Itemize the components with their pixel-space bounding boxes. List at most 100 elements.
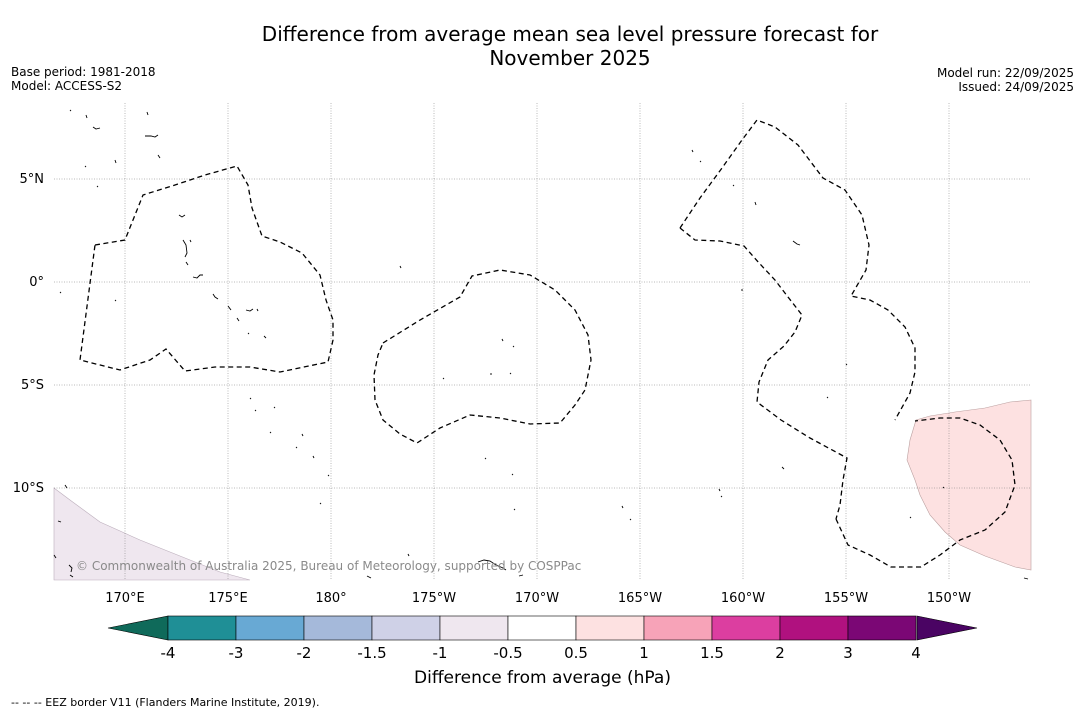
island <box>114 159 117 164</box>
colorbar-bin <box>303 615 373 641</box>
eez-legend-note: -- -- -- EEZ border V11 (Flanders Marine… <box>11 696 320 709</box>
lat-label-5n: 5°N <box>20 172 45 187</box>
island <box>249 397 252 400</box>
island <box>699 160 702 163</box>
island <box>59 291 62 294</box>
colorbar-bin <box>575 615 645 641</box>
island <box>145 134 159 138</box>
island <box>178 214 186 218</box>
island <box>826 396 829 399</box>
island <box>691 149 694 153</box>
island <box>69 109 72 112</box>
island <box>273 406 276 409</box>
lon-label-170e: 170°E <box>105 591 145 606</box>
lon-label-170w: 170°W <box>515 591 559 606</box>
island <box>245 308 254 312</box>
lat-label-5s: 5°S <box>21 378 44 393</box>
island <box>909 516 912 519</box>
map-title: Difference from average mean sea level p… <box>0 22 1085 70</box>
island <box>792 240 801 246</box>
island <box>247 332 250 335</box>
eez-border-kiribati-line-islands <box>679 119 916 421</box>
colorbar-bin <box>507 615 577 641</box>
island <box>1023 577 1029 580</box>
colorbar-tick-label: -1 <box>432 644 448 662</box>
island <box>509 372 512 375</box>
lon-label-155w: 155°W <box>824 591 868 606</box>
colorbar-bin <box>167 615 237 641</box>
island <box>146 111 149 116</box>
eez-border-tokelau <box>373 269 592 444</box>
island <box>185 261 189 266</box>
island <box>92 126 101 130</box>
island <box>312 455 315 459</box>
map-title-line1: Difference from average mean sea level p… <box>261 22 879 46</box>
colorbar-tick-label: 1.5 <box>700 644 724 662</box>
lon-label-175w: 175°W <box>412 591 456 606</box>
island <box>511 473 514 476</box>
island <box>477 559 507 571</box>
island <box>69 574 74 578</box>
island <box>227 305 232 311</box>
colorbar-tick-label: -4 <box>160 644 176 662</box>
island <box>399 265 402 269</box>
island <box>256 308 259 312</box>
colorbar-extend-low <box>107 615 169 641</box>
eez-border-kiribati-line-islands-west <box>679 227 848 520</box>
island <box>319 502 322 505</box>
base-period: Base period: 1981-2018 <box>11 65 156 79</box>
island <box>845 363 848 366</box>
meta-right: Model run: 22/09/2025 Issued: 24/09/2025 <box>937 66 1074 94</box>
lat-label-0: 0° <box>29 275 44 290</box>
colorbar-tick-label: -1.5 <box>357 644 387 662</box>
island <box>629 518 632 521</box>
island <box>720 495 723 498</box>
colorbar-extend-high <box>916 615 978 641</box>
colorbar-tick-label: 4 <box>911 644 921 662</box>
island <box>192 274 203 279</box>
island <box>295 446 298 449</box>
island <box>53 554 57 559</box>
colorbar <box>107 615 978 641</box>
lon-label-165w: 165°W <box>618 591 662 606</box>
lat-label-10s: 10°S <box>13 481 44 496</box>
island <box>781 466 785 470</box>
eez-borders <box>79 119 1016 568</box>
colorbar-bin <box>235 615 305 641</box>
island <box>512 345 515 348</box>
meta-left: Base period: 1981-2018 Model: ACCESS-S2 <box>11 65 156 93</box>
island <box>327 474 330 477</box>
island <box>182 239 188 258</box>
island <box>68 564 73 573</box>
issued-date: Issued: 24/09/2025 <box>958 80 1074 94</box>
lon-label-160w: 160°W <box>721 591 765 606</box>
colorbar-title: Difference from average (hPa) <box>414 668 671 688</box>
island <box>366 575 372 579</box>
map-area <box>54 103 1031 580</box>
copyright-notice: © Commonwealth of Australia 2025, Bureau… <box>76 559 581 573</box>
island <box>754 201 757 206</box>
colorbar-bin <box>779 615 849 641</box>
island <box>236 317 240 322</box>
colorbar-bin <box>643 615 713 641</box>
model-run: Model run: 22/09/2025 <box>936 66 1074 80</box>
colorbar-bin <box>711 615 781 641</box>
model-name: Model: ACCESS-S2 <box>11 79 123 93</box>
colorbar-bin <box>847 615 917 641</box>
island <box>64 484 68 489</box>
island <box>57 520 62 523</box>
island <box>189 239 192 243</box>
island <box>84 165 87 168</box>
island <box>96 185 99 188</box>
island <box>407 553 410 557</box>
island <box>501 338 504 342</box>
longitude-labels: 170°E 175°E 180° 175°W 170°W 165°W 160°W… <box>105 591 971 606</box>
lon-label-180: 180° <box>315 591 346 606</box>
island <box>621 505 624 509</box>
colorbar-tick-label: -0.5 <box>493 644 523 662</box>
island <box>484 457 487 460</box>
island <box>85 114 88 119</box>
colorbar-tick-label: 0.5 <box>564 644 588 662</box>
colorbar-tick-label: -3 <box>228 644 244 662</box>
islands <box>53 109 1029 580</box>
